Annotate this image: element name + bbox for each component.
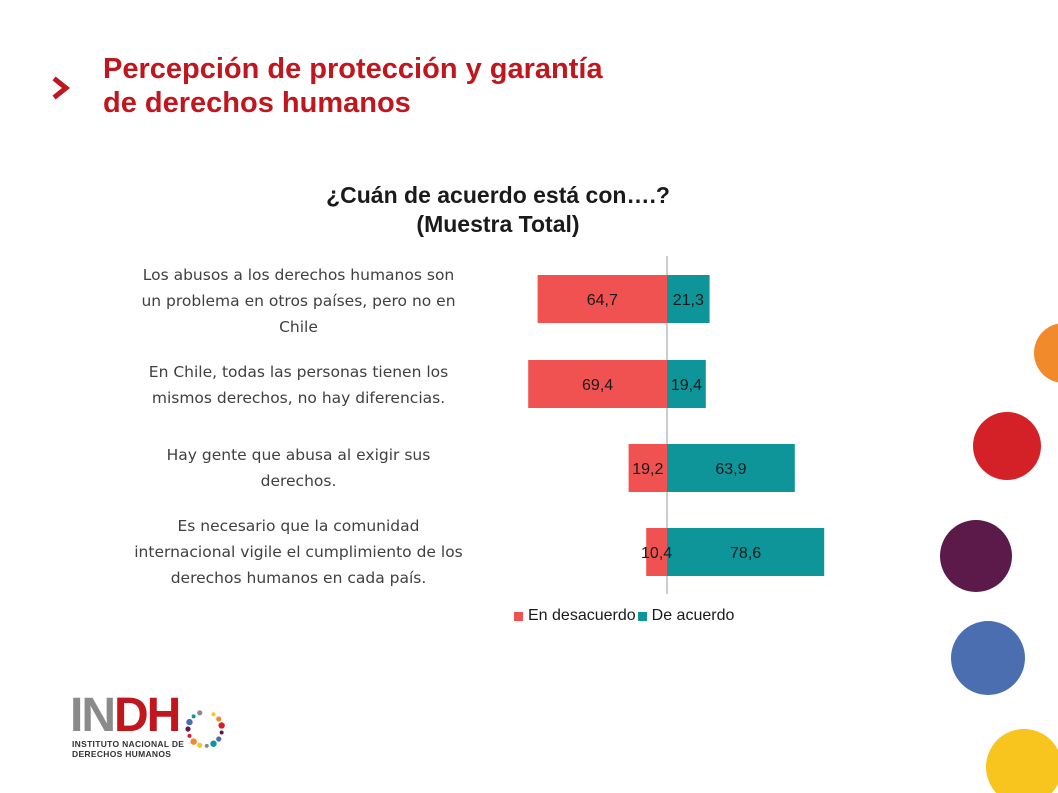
slide-title: Percepción de protección y garantía de d… bbox=[103, 52, 603, 120]
legend-swatch-disagree bbox=[514, 611, 523, 621]
logo-prefix: IN bbox=[70, 689, 116, 742]
data-label-agree-4: 78,6 bbox=[730, 545, 761, 562]
logo-dot bbox=[216, 716, 222, 722]
logo-dot bbox=[185, 726, 191, 732]
bar-disagree-2 bbox=[528, 360, 667, 408]
bar-disagree-3 bbox=[628, 444, 667, 492]
category-label-line: Hay gente que abusa al exigir sus bbox=[166, 446, 431, 464]
bar-agree-4 bbox=[667, 528, 825, 576]
data-label-disagree-1: 64,7 bbox=[587, 292, 618, 309]
logo-dot bbox=[216, 736, 222, 742]
category-label-line: Chile bbox=[279, 318, 318, 336]
logo-dot bbox=[197, 742, 203, 748]
data-label-disagree-3: 19,2 bbox=[632, 461, 663, 478]
category-label-line: Los abusos a los derechos humanos son bbox=[142, 266, 455, 284]
category-label-line: un problema en otros países, pero no en bbox=[141, 292, 456, 310]
chart-title-line-2: (Muestra Total) bbox=[416, 211, 580, 237]
chevron-right-icon bbox=[52, 76, 71, 100]
category-label-line: internacional vigile el cumplimiento de … bbox=[134, 543, 463, 561]
bar-disagree-4 bbox=[646, 528, 667, 576]
logo-subtitle-line-1: INSTITUTO NACIONAL DE bbox=[72, 739, 185, 749]
logo-dot bbox=[190, 738, 197, 745]
slide-title-line-1: Percepción de protección y garantía bbox=[103, 53, 603, 85]
legend-swatch-agree bbox=[637, 611, 647, 621]
logo-dot bbox=[210, 740, 217, 747]
logo-subtitle-line-2: DERECHOS HUMANOS bbox=[72, 749, 172, 759]
bar-agree-3 bbox=[667, 444, 795, 492]
data-label-agree-2: 19,4 bbox=[671, 377, 702, 394]
slide-title-line-2: de derechos humanos bbox=[103, 87, 411, 119]
chart-title-line-1: ¿Cuán de acuerdo está con….? bbox=[326, 182, 670, 208]
logo-dot bbox=[218, 722, 225, 729]
logo-dot bbox=[191, 714, 196, 719]
logo-dot bbox=[187, 733, 192, 738]
logo-dot bbox=[219, 730, 224, 735]
data-label-agree-3: 63,9 bbox=[715, 461, 746, 478]
legend-label-agree: De acuerdo bbox=[651, 607, 735, 624]
category-label-line: Es necesario que la comunidad bbox=[177, 517, 420, 535]
category-label-3: Hay gente que abusa al exigir sus derech… bbox=[110, 442, 487, 494]
category-label-line: mismos derechos, no hay diferencias. bbox=[151, 389, 446, 407]
legend-item-disagree: En desacuerdo bbox=[514, 607, 636, 625]
legend-item-agree: De acuerdo bbox=[637, 607, 735, 625]
logo-dot bbox=[211, 712, 216, 717]
bar-agree-2 bbox=[667, 360, 706, 408]
logo-dot bbox=[197, 710, 203, 716]
legend-label-disagree: En desacuerdo bbox=[528, 607, 636, 624]
data-label-disagree-4: 10,4 bbox=[641, 545, 672, 562]
logo-dot bbox=[204, 743, 209, 748]
category-label-line: En Chile, todas las personas tienen los bbox=[148, 363, 449, 381]
chart-title: ¿Cuán de acuerdo está con….? (Muestra To… bbox=[240, 181, 756, 239]
bar-disagree-1 bbox=[537, 275, 667, 323]
indh-logo: INDH INSTITUTO NACIONAL DE DERECHOS HUMA… bbox=[70, 689, 240, 764]
data-label-agree-1: 21,3 bbox=[673, 292, 704, 309]
logo-subtitle: INSTITUTO NACIONAL DE DERECHOS HUMANOS bbox=[72, 739, 184, 759]
chart-legend: En desacuerdo De acuerdo bbox=[514, 607, 736, 625]
logo-dot bbox=[186, 718, 193, 726]
category-label-line: derechos humanos en cada país. bbox=[170, 569, 427, 587]
logo-suffix: DH bbox=[114, 689, 181, 742]
category-label-1: Los abusos a los derechos humanos son un… bbox=[110, 262, 487, 340]
bar-agree-1 bbox=[667, 275, 710, 323]
data-label-disagree-2: 69,4 bbox=[582, 377, 613, 394]
logo-dots-icon bbox=[185, 710, 225, 748]
category-label-2: En Chile, todas las personas tienen los … bbox=[110, 359, 487, 411]
category-label-line: derechos. bbox=[260, 472, 337, 490]
logo-wordmark: INDH bbox=[70, 688, 181, 743]
category-label-4: Es necesario que la comunidad internacio… bbox=[110, 513, 487, 591]
